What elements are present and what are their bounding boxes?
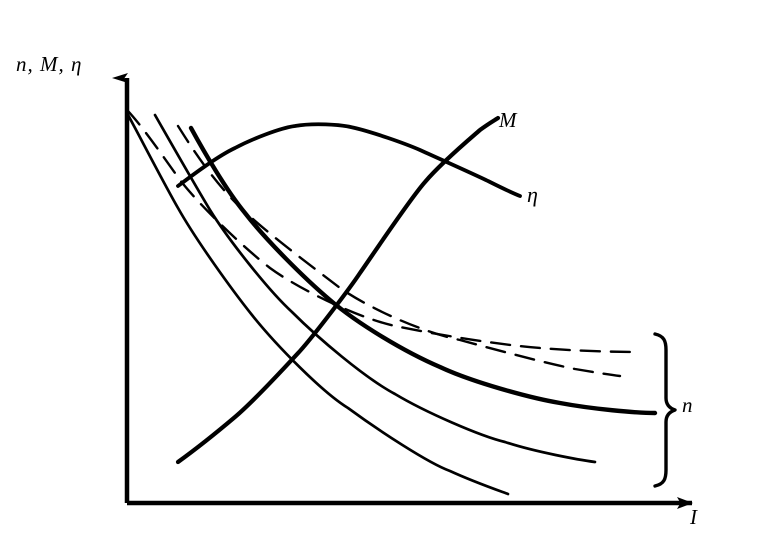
speed-curve-family [125, 108, 658, 496]
torque-curve [175, 115, 501, 465]
x-axis-label: I [690, 505, 697, 529]
efficiency-curve-label: η [527, 182, 538, 207]
speed-family-label: n [682, 393, 693, 417]
n-family-brace [653, 332, 677, 488]
y-axis-label: n, M, η [16, 52, 83, 76]
curve-n5 [125, 111, 510, 496]
curve-n4 [153, 113, 597, 464]
torque-curve-label: M [499, 108, 517, 132]
axes-group [112, 73, 693, 509]
efficiency-curve [176, 122, 522, 198]
curve-n2 [176, 124, 622, 378]
curve-n3 [188, 125, 658, 416]
